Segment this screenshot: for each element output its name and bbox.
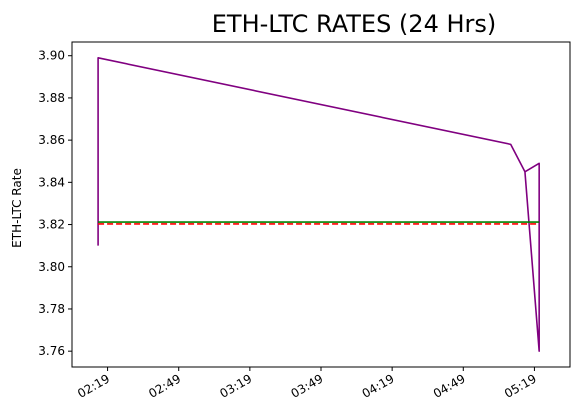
x-tick-label: 05:19 xyxy=(502,371,539,400)
series-line-0 xyxy=(97,57,540,352)
series-layer xyxy=(97,57,540,352)
x-tick-label: 03:49 xyxy=(289,371,326,400)
y-tick-label: 3.78 xyxy=(38,302,65,316)
x-tick-label: 02:49 xyxy=(146,371,183,400)
x-tick-label: 03:19 xyxy=(217,371,254,400)
y-tick-label: 3.80 xyxy=(38,260,65,274)
plot-frame xyxy=(71,41,571,368)
x-tick-label: 04:19 xyxy=(360,371,397,400)
y-tick-label: 3.86 xyxy=(38,133,65,147)
y-tick-label: 3.90 xyxy=(38,49,65,63)
y-axis-label: ETH-LTC Rate xyxy=(10,168,24,248)
y-tick-label: 3.82 xyxy=(38,218,65,232)
chart-title: ETH-LTC RATES (24 Hrs) xyxy=(212,10,497,38)
x-tick-label: 04:49 xyxy=(431,371,468,400)
y-tick-label: 3.88 xyxy=(38,91,65,105)
y-tick-label: 3.84 xyxy=(38,175,65,189)
x-tick-label: 02:19 xyxy=(75,371,112,400)
y-tick-label: 3.76 xyxy=(38,344,65,358)
